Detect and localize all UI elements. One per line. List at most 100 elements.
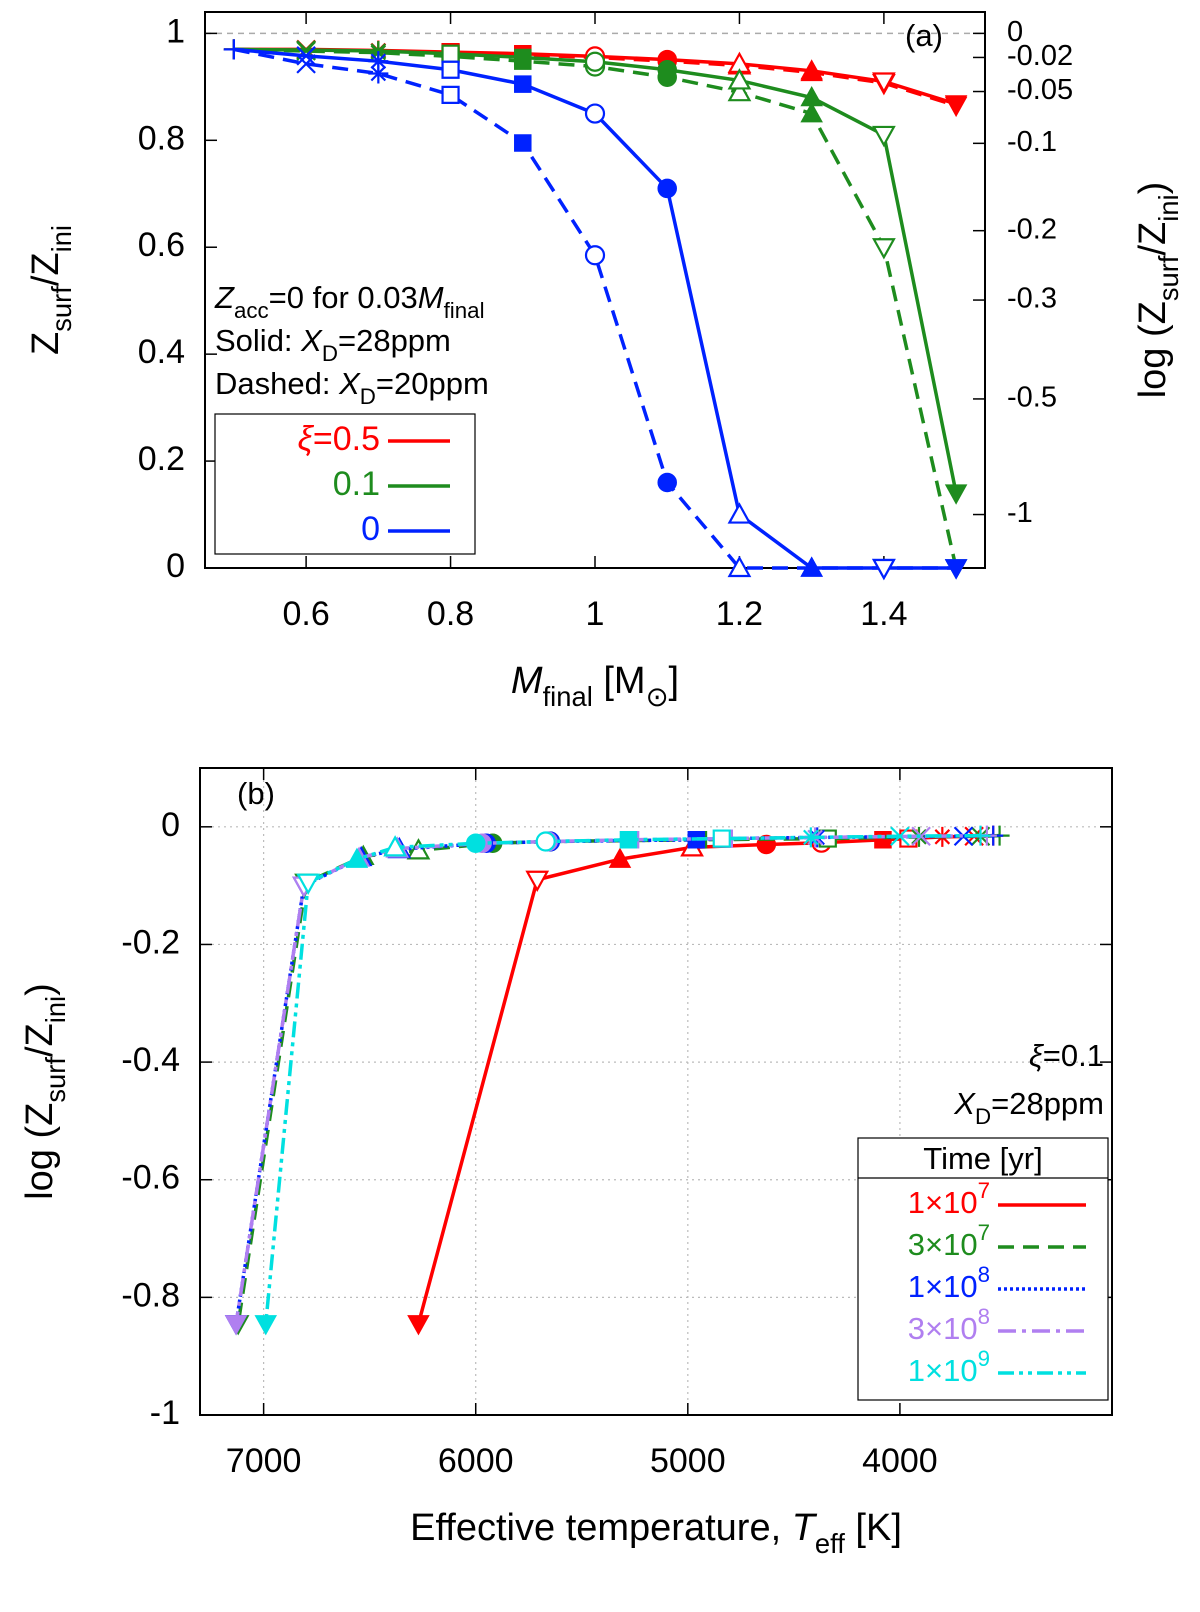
annotation: ξ=0.1 [1029, 1038, 1104, 1073]
marker [296, 873, 321, 895]
annotation-part: X [953, 1086, 976, 1121]
legend-label-part: 7 [978, 1220, 990, 1245]
y-tick-label: -0.4 [121, 1041, 180, 1079]
marker [800, 59, 823, 80]
marker [800, 102, 823, 123]
legend-label-part: 1×10 [908, 1353, 978, 1388]
annotation-part: ξ [1029, 1038, 1045, 1073]
y2-axis-label-part: ini [1153, 194, 1184, 221]
x-axis-label-part: [M [593, 660, 646, 702]
legend-label-part: 1×10 [908, 1269, 978, 1304]
x-tick-label: 1.2 [716, 595, 763, 633]
marker [441, 44, 460, 63]
marker [608, 847, 632, 868]
legend-label-part: 7 [978, 1178, 990, 1203]
legend-label-part: 8 [978, 1262, 990, 1287]
annotation: XD=28ppm [953, 1086, 1104, 1129]
legend-label-part: 0.1 [333, 465, 380, 503]
y-axis-label-part: ) [19, 983, 61, 996]
y-tick-label: 0.4 [138, 333, 185, 371]
marker [953, 826, 974, 847]
y-axis-label-part: ini [40, 996, 71, 1023]
marker [223, 39, 244, 60]
annotation-part: =28ppm [991, 1086, 1104, 1121]
marker [657, 59, 677, 80]
legend-label: 1×108 [908, 1262, 990, 1304]
x-tick-label: 5000 [650, 1442, 726, 1480]
legend-title: Time [yr] [923, 1141, 1042, 1176]
marker [465, 833, 486, 854]
marker [727, 79, 752, 102]
marker [800, 827, 821, 848]
marker [872, 72, 896, 94]
x-tick-label: 0.8 [427, 595, 474, 633]
legend-label: 0 [361, 510, 380, 548]
marker [383, 835, 407, 857]
y2-tick-label: -0.02 [1007, 40, 1073, 72]
x-axis-label-part: M [511, 660, 543, 702]
x-axis-label-part: Effective temperature, [410, 1507, 792, 1549]
y-tick-label: 0.6 [138, 226, 185, 264]
y2-tick-label: 0 [1007, 16, 1023, 48]
y-tick-label: -1 [150, 1394, 180, 1432]
legend-label-part: 9 [978, 1346, 990, 1371]
marker [727, 555, 752, 578]
panel-label: (a) [905, 18, 943, 53]
marker [657, 178, 677, 199]
y-axis-label: log (Zsurf/Zini) [19, 983, 71, 1200]
legend-label-part: 3×10 [908, 1227, 978, 1262]
marker [911, 826, 931, 847]
plot-frame [204, 11, 986, 569]
legend-label-part: 3×10 [908, 1311, 978, 1346]
x-axis-label: Effective temperature, Teff [K] [410, 1507, 902, 1559]
y-axis-label-part: /Z [25, 252, 67, 286]
marker [368, 51, 389, 72]
x-tick-label: 7000 [226, 1442, 302, 1480]
legend-label: 0.1 [333, 465, 380, 503]
y-axis-label-part: ini [46, 225, 77, 252]
marker [441, 60, 460, 79]
y2-tick-label: -0.05 [1007, 74, 1073, 106]
x-axis-label-part: [K] [845, 1507, 902, 1549]
annotation: Zacc=0 for 0.03Mfinal [214, 280, 485, 323]
annotation-part: D [322, 341, 338, 366]
y-tick-label: 0.8 [138, 119, 185, 157]
y-tick-label: -0.2 [121, 923, 180, 961]
y-axis-label-part: surf [46, 286, 77, 332]
x-axis-label-part: T [792, 1507, 818, 1549]
annotation-part: M [418, 280, 444, 315]
legend-box [857, 1137, 1109, 1401]
marker [944, 559, 968, 580]
legend-label-part: =0.5 [313, 420, 380, 458]
marker [514, 48, 532, 67]
marker [254, 1315, 278, 1336]
y2-axis-label-part: surf [1153, 255, 1184, 301]
marker [944, 95, 968, 116]
y2-axis-label-part: log (Z [1132, 301, 1174, 398]
marker [584, 51, 606, 72]
marker [441, 85, 460, 104]
annotation-part: D [975, 1104, 991, 1129]
marker [800, 85, 823, 107]
legend-label-part: 1×10 [908, 1185, 978, 1220]
y2-tick-label: -0.1 [1007, 126, 1057, 158]
y2-axis-label: log (Zsurf/Zini) [1132, 182, 1184, 399]
marker [368, 63, 389, 84]
legend-label: 3×108 [908, 1304, 990, 1346]
x-axis-label: Mfinal [M⊙] [511, 660, 679, 712]
marker [584, 103, 606, 124]
legend-label: 1×107 [908, 1178, 990, 1220]
x-tick-label: 0.6 [282, 595, 329, 633]
x-axis-label-part: ⊙ [646, 681, 669, 712]
y-tick-label: 0.2 [138, 440, 185, 478]
marker [872, 558, 896, 581]
x-axis-label-part: eff [815, 1528, 845, 1559]
y-axis-label-part: log (Z [19, 1103, 61, 1200]
marker [224, 1315, 248, 1336]
legend-label-part: ξ [298, 420, 315, 458]
annotation-part: Solid: [215, 323, 301, 358]
marker [296, 46, 316, 66]
marker [890, 826, 910, 847]
annotation-part: Dashed: [215, 366, 339, 401]
marker [970, 825, 991, 846]
